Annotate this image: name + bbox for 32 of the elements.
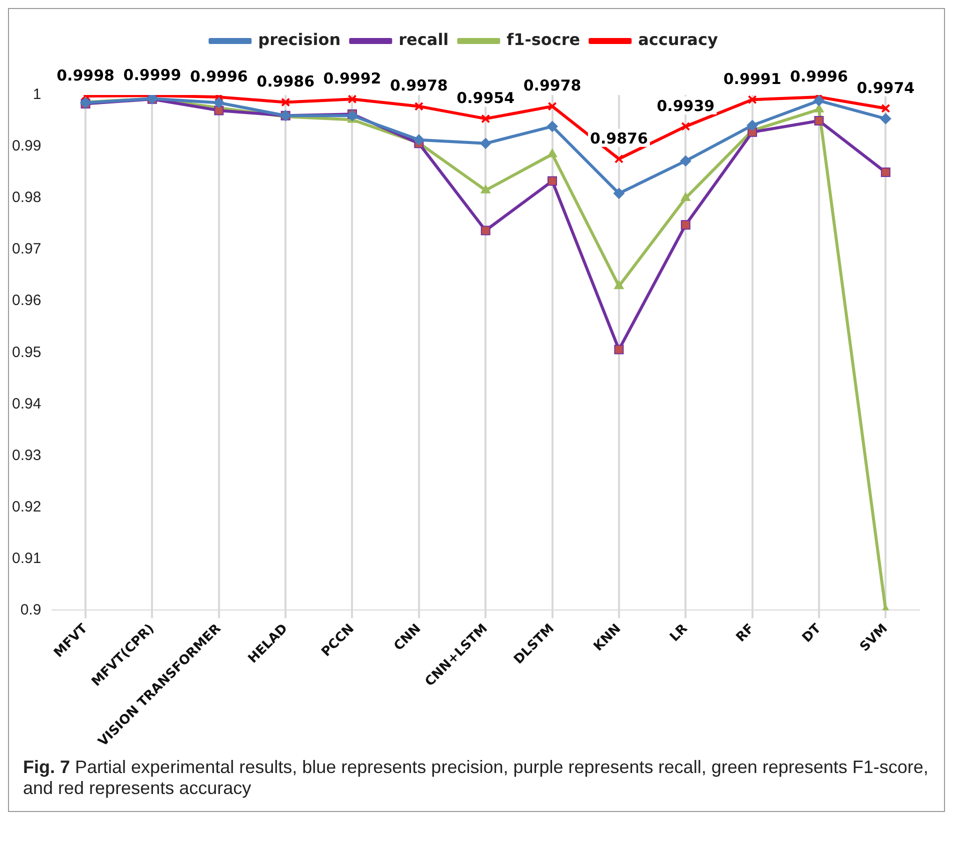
y-tick-label: 1 [32, 86, 42, 104]
x-tick-label: RF [734, 621, 758, 646]
data-label: 0.9996 [190, 67, 248, 86]
y-tick-label: 0.97 [12, 240, 42, 258]
data-label: 0.9954 [456, 89, 515, 108]
data-label: 0.9986 [256, 72, 315, 91]
caption: Fig. 7 Partial experimental results, blue represents precision, purple represents recall, green represents F1-score, and red represents accuracy [23, 757, 928, 798]
legend-label: precision [258, 30, 341, 50]
x-tick-label: LR [667, 621, 691, 645]
y-tick-label: 0.96 [12, 292, 42, 310]
y-tick-label: 0.9 [20, 601, 42, 618]
data-label: 0.9996 [790, 67, 848, 86]
legend-label: accuracy [638, 30, 718, 50]
y-tick-label: 0.94 [12, 395, 42, 412]
data-label: 0.9999 [123, 66, 182, 84]
legend-label: f1-socre [506, 30, 580, 50]
y-tick-label: 0.91 [12, 550, 42, 567]
y-tick-label: 0.93 [12, 446, 42, 464]
data-label: 0.9978 [390, 76, 448, 95]
y-tick-label: 0.98 [12, 189, 42, 206]
y-tick-label: 0.99 [12, 138, 42, 155]
data-label: 0.9992 [323, 70, 382, 88]
data-label: 0.9998 [56, 66, 114, 84]
data-label: 0.9991 [723, 70, 782, 88]
data-label: 0.9978 [523, 76, 582, 95]
data-label: 0.9939 [656, 96, 715, 115]
legend-label: recall [398, 30, 449, 50]
x-tick-label: DT [800, 621, 824, 646]
data-label: 0.9974 [856, 78, 915, 97]
data-label: 0.9876 [590, 129, 648, 148]
y-tick-label: 0.92 [12, 498, 42, 516]
y-tick-label: 0.95 [12, 344, 42, 361]
